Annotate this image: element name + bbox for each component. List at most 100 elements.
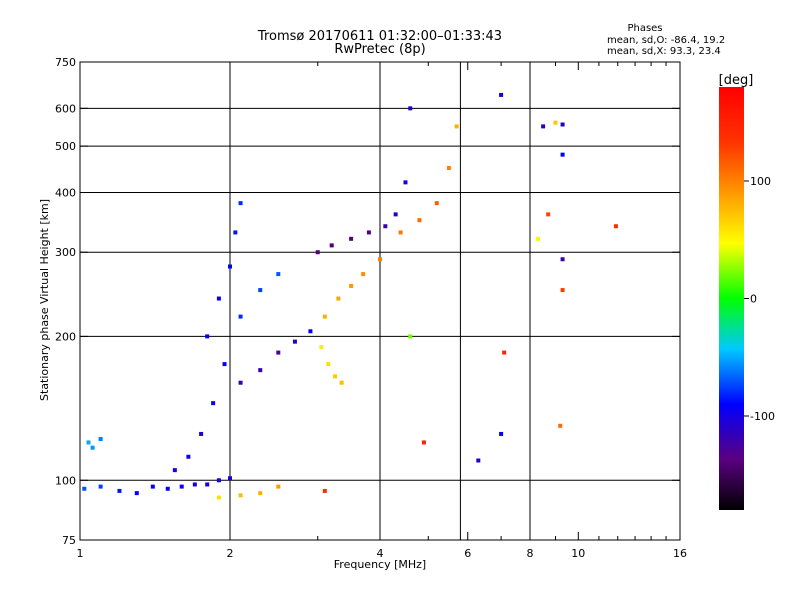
data-point [276, 350, 281, 355]
data-point [192, 482, 197, 487]
data-point [238, 493, 243, 498]
data-point [292, 339, 297, 344]
legend-line-o: mean, sd,O: -86.4, 19.2 [607, 35, 725, 46]
data-point [408, 106, 413, 111]
y-tick-label: 600 [55, 102, 76, 115]
data-point [541, 124, 546, 129]
data-point [378, 257, 382, 262]
data-point [216, 478, 221, 483]
colorbar-tick-label: 0 [750, 293, 757, 306]
x-tick-label: 1 [77, 547, 84, 560]
data-point [454, 124, 459, 129]
data-point [134, 491, 139, 496]
x-tick-label: 8 [527, 547, 534, 560]
data-point [276, 484, 281, 489]
data-point [233, 230, 238, 235]
data-point [319, 345, 324, 350]
data-point [349, 236, 354, 241]
data-point [476, 458, 481, 463]
series [238, 329, 313, 385]
data-point [361, 272, 366, 277]
series [315, 106, 413, 255]
x-tick-label: 16 [673, 547, 687, 560]
data-point [383, 224, 388, 229]
x-tick-label: 6 [464, 547, 471, 560]
data-point [434, 201, 439, 206]
y-tick-label: 400 [55, 186, 76, 199]
data-point [86, 440, 91, 445]
data-point [502, 350, 507, 355]
data-point [446, 166, 451, 171]
data-point [535, 236, 540, 241]
data-point [179, 484, 184, 489]
chart-title: Tromsø 20170611 01:32:00–01:33:43 [257, 29, 502, 44]
data-point [165, 486, 170, 491]
y-axis-label: Stationary phase Virtual Height [km] [38, 199, 51, 401]
data-point [238, 380, 243, 385]
data-point [546, 212, 551, 217]
series [172, 272, 281, 473]
series [319, 345, 344, 385]
colorbar-ticks: 100 0 -100 [744, 175, 775, 423]
y-tick-label: 300 [55, 246, 76, 259]
y-tick-label: 750 [55, 56, 76, 69]
data-point [393, 212, 398, 217]
data-point [336, 296, 341, 301]
series [408, 92, 618, 463]
data-point [553, 120, 558, 125]
data-point [421, 440, 426, 445]
data-point [98, 436, 103, 441]
data-point [339, 380, 344, 385]
x-tick-label: 4 [377, 547, 384, 560]
data-point [276, 272, 281, 277]
data-point [82, 486, 87, 491]
data-point [228, 476, 232, 481]
data-point [150, 484, 155, 489]
colorbar-tick-label: 100 [750, 175, 771, 188]
data-point [315, 250, 320, 255]
colorbar-tick-label: -100 [750, 410, 775, 423]
y-tick-label: 75 [62, 534, 76, 547]
y-tick-label: 200 [55, 330, 76, 343]
data-point [258, 288, 263, 293]
data-point [366, 230, 371, 235]
series [216, 484, 327, 500]
data-point [613, 224, 618, 229]
data-point [258, 368, 263, 373]
x-tick-label: 2 [227, 547, 234, 560]
data-point [408, 334, 413, 339]
data-point [322, 314, 327, 319]
data-point [403, 180, 408, 185]
series [82, 476, 232, 496]
data-point [238, 201, 243, 206]
y-tick-label: 100 [55, 474, 76, 487]
data-point [333, 374, 338, 379]
data-point [326, 362, 331, 367]
data-point [216, 296, 221, 301]
x-axis-label: Frequency [MHz] [334, 558, 426, 571]
legend-line-x: mean, sd,X: 93.3, 23.4 [607, 46, 721, 57]
colorbar [719, 87, 744, 510]
data-point [186, 454, 191, 459]
data-point [205, 482, 210, 487]
data-point [205, 334, 210, 339]
data-point [216, 495, 221, 500]
data-point [560, 257, 565, 262]
data-points [82, 92, 618, 500]
data-point [499, 92, 504, 97]
data-point [560, 122, 565, 127]
data-point [329, 243, 334, 248]
x-axis-ticks: 1 2 4 6 8 10 16 [77, 62, 687, 560]
data-point [90, 445, 95, 450]
gridlines [80, 62, 680, 540]
data-point [211, 401, 216, 406]
series [322, 124, 459, 319]
data-point [228, 264, 232, 269]
data-point [258, 491, 263, 496]
data-point [558, 423, 563, 428]
y-axis-ticks: 75 100 200 300 400 500 600 750 [55, 56, 680, 547]
data-point [308, 329, 313, 334]
data-point [322, 488, 327, 493]
series [86, 436, 103, 450]
